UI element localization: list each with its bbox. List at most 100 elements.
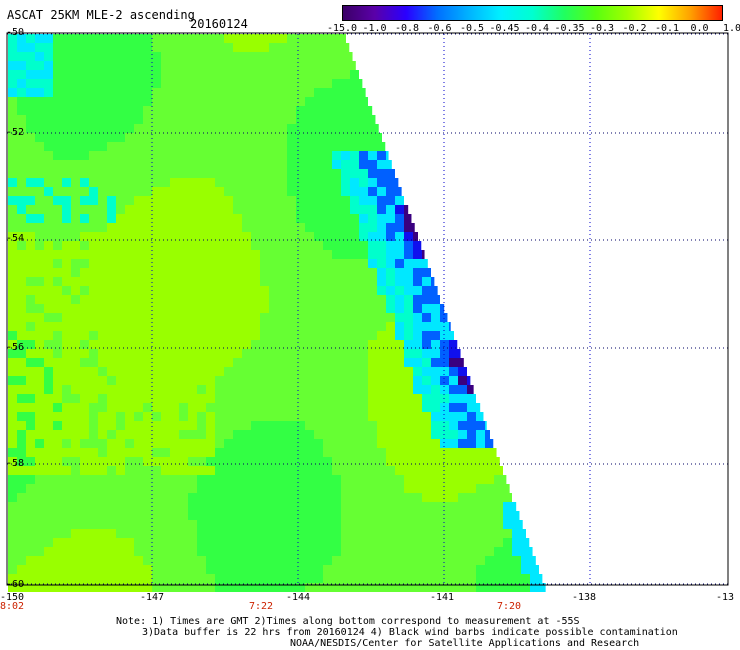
wind-cell	[467, 511, 476, 520]
wind-cell	[341, 43, 350, 52]
wind-cell	[8, 106, 17, 115]
wind-cell	[242, 196, 251, 205]
wind-cell	[503, 502, 512, 511]
wind-cell	[8, 367, 17, 376]
wind-cell	[341, 475, 350, 484]
wind-cell	[395, 241, 404, 250]
wind-cell	[215, 268, 224, 277]
wind-cell	[269, 187, 278, 196]
wind-cell	[224, 376, 233, 385]
wind-cell	[422, 304, 431, 313]
wind-cell	[260, 268, 269, 277]
color-scale-label: -0.35	[554, 23, 585, 34]
wind-cell	[152, 34, 161, 43]
wind-cell	[107, 502, 116, 511]
wind-cell	[413, 367, 422, 376]
wind-cell	[242, 268, 251, 277]
wind-cell	[332, 277, 341, 286]
wind-cell	[188, 304, 197, 313]
wind-cell	[80, 232, 89, 241]
wind-cell	[80, 151, 89, 160]
wind-cell	[62, 520, 71, 529]
wind-cell	[179, 322, 188, 331]
wind-cell	[143, 322, 152, 331]
wind-cell	[143, 160, 152, 169]
wind-cell	[467, 376, 471, 385]
wind-cell	[251, 421, 260, 430]
wind-cell	[233, 331, 242, 340]
wind-cell	[359, 286, 368, 295]
wind-cell	[89, 367, 98, 376]
wind-cell	[170, 214, 179, 223]
wind-cell	[53, 286, 62, 295]
wind-cell	[386, 331, 395, 340]
wind-cell	[224, 79, 233, 88]
wind-cell	[260, 520, 269, 529]
wind-cell	[359, 304, 368, 313]
wind-cell	[215, 232, 224, 241]
wind-cell	[305, 241, 314, 250]
wind-cell	[89, 259, 98, 268]
wind-cell	[134, 358, 143, 367]
wind-cell	[404, 349, 413, 358]
wind-cell	[179, 142, 188, 151]
wind-cell	[62, 160, 71, 169]
wind-cell	[98, 502, 107, 511]
wind-cell	[350, 466, 359, 475]
wind-cell	[125, 520, 134, 529]
wind-cell	[53, 340, 62, 349]
wind-cell	[359, 232, 368, 241]
wind-cell	[152, 349, 161, 358]
wind-cell	[53, 349, 62, 358]
wind-cell	[179, 187, 188, 196]
wind-cell	[368, 574, 377, 583]
wind-cell	[224, 214, 233, 223]
wind-cell	[26, 43, 35, 52]
wind-cell	[305, 403, 314, 412]
wind-cell	[206, 169, 215, 178]
wind-cell	[143, 34, 152, 43]
wind-cell	[359, 547, 368, 556]
wind-cell	[233, 574, 242, 583]
wind-cell	[197, 484, 206, 493]
wind-cell	[215, 394, 224, 403]
wind-cell	[98, 421, 107, 430]
wind-cell	[143, 232, 152, 241]
wind-cell	[44, 61, 53, 70]
wind-cell	[458, 421, 467, 430]
wind-cell	[251, 367, 260, 376]
wind-cell	[26, 412, 35, 421]
wind-cell	[404, 439, 413, 448]
wind-cell	[107, 196, 116, 205]
wind-cell	[197, 277, 206, 286]
wind-cell	[386, 286, 395, 295]
wind-cell	[476, 466, 485, 475]
wind-cell	[53, 538, 62, 547]
wind-cell	[26, 241, 35, 250]
wind-cell	[35, 79, 44, 88]
wind-cell	[224, 349, 233, 358]
wind-cell	[53, 133, 62, 142]
wind-cell	[89, 430, 98, 439]
wind-cell	[80, 430, 89, 439]
wind-cell	[125, 403, 134, 412]
wind-cell	[323, 214, 332, 223]
wind-cell	[161, 430, 170, 439]
wind-cell	[287, 385, 296, 394]
wind-cell	[359, 259, 368, 268]
wind-cell	[449, 466, 458, 475]
wind-cell	[26, 547, 35, 556]
wind-cell	[26, 331, 35, 340]
wind-cell	[287, 430, 296, 439]
wind-cell	[314, 439, 323, 448]
wind-cell	[170, 574, 179, 583]
wind-cell	[251, 178, 260, 187]
wind-cell	[287, 205, 296, 214]
wind-cell	[404, 286, 413, 295]
wind-cell	[359, 430, 368, 439]
wind-cell	[323, 520, 332, 529]
wind-cell	[224, 313, 233, 322]
wind-cell	[413, 331, 422, 340]
wind-cell	[359, 376, 368, 385]
wind-cell	[431, 421, 440, 430]
